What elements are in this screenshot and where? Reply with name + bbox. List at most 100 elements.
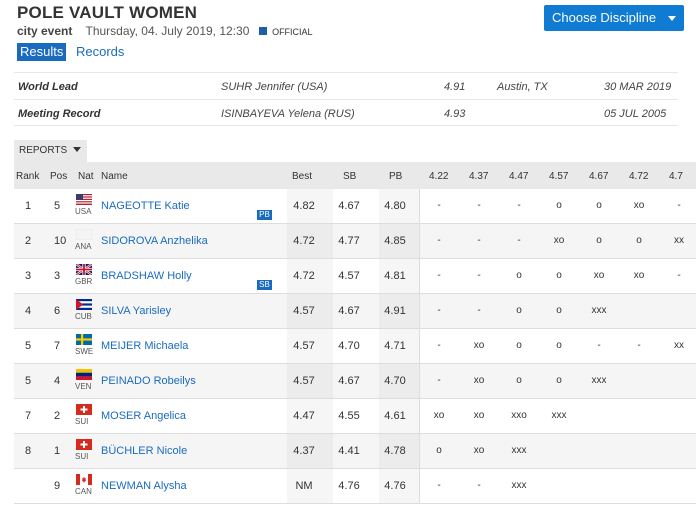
flag-swe-icon [76,334,92,345]
cell-pb: 4.78 [384,445,406,457]
table-row[interactable]: 1 5 USA NAGEOTTE Katie PB 4.82 4.67 4.80 - - - o o xo… [14,189,696,224]
table-row[interactable]: 5 4 VEN PEINADO Robeilys 4.57 4.67 4.70 - xo o o xx… [14,364,696,399]
cell-attempt: o [636,235,642,246]
athlete-name-link[interactable]: MOSER Angelica [101,410,186,422]
table-header: Rank Pos Nat Name Best SB PB 4.22 4.37 4… [14,162,696,189]
cell-attempt: o [436,445,442,456]
cell-rank: 2 [25,235,32,247]
cell-attempt: o [556,375,562,386]
col-name[interactable]: Name [101,171,128,182]
cell-rank: 5 [25,375,32,387]
cell-attempt: xo [633,200,645,211]
cell-rank: 5 [25,340,32,352]
cell-attempt: - [477,270,481,281]
cell-best: 4.72 [293,270,315,282]
athlete-name-link[interactable]: MEIJER Michaela [101,340,189,352]
lead-date: 30 MAR 2019 [604,81,672,93]
cell-attempt: - [477,480,481,491]
cell-pos: 10 [54,235,67,247]
cell-attempt: xo [473,410,485,421]
athlete-name-link[interactable]: NEWMAN Alysha [101,480,187,492]
cell-best: NM [295,480,313,492]
cell-sb: 4.55 [338,410,360,422]
cell-nat: SUI [75,452,89,461]
cell-rank: 7 [25,410,32,422]
column-divider [419,434,420,468]
column-divider [419,224,420,258]
cell-pos: 2 [54,410,61,422]
cell-pb: 4.71 [384,340,406,352]
col-height: 4.37 [469,171,489,182]
cell-attempt: - [477,305,481,316]
cell-attempt: - [637,340,641,351]
column-divider [419,399,420,433]
cell-rank: 4 [25,305,32,317]
tab-records[interactable]: Records [76,44,125,59]
cell-rank: 1 [25,200,32,212]
leads-table: World Lead SUHR Jennifer (USA) 4.91 Aust… [14,72,678,126]
cell-pb: 4.85 [384,235,406,247]
cell-pb: 4.76 [384,480,406,492]
col-pos[interactable]: Pos [50,171,68,182]
col-best[interactable]: Best [292,171,313,182]
lead-row: World Lead SUHR Jennifer (USA) 4.91 Aust… [14,72,678,99]
flag-sui-icon [76,404,92,415]
table-row[interactable]: 5 7 SWE MEIJER Michaela 4.57 4.70 4.71 - xo o o - - x… [14,329,696,364]
cell-attempt: - [597,340,601,351]
choose-discipline-label: Choose Discipline [552,10,657,25]
flag-sui-icon [76,439,92,450]
flag-gbr-icon [75,263,93,276]
choose-discipline-button[interactable]: Choose Discipline [544,5,684,31]
table-row[interactable]: 2 10 ANA SIDOROVA Anzhelika 4.72 4.77 4.85 - - - x… [14,224,696,259]
cell-attempt: xo [473,445,485,456]
flag-ana-icon [75,228,93,241]
cell-attempt: xxx [591,305,607,316]
results-table: Rank Pos Nat Name Best SB PB 4.22 4.37 4… [14,162,696,504]
cell-best: 4.57 [293,305,315,317]
col-pb[interactable]: PB [389,171,403,182]
column-divider [419,364,420,398]
cell-best: 4.47 [293,410,315,422]
cell-attempt: - [517,200,521,211]
cell-pos: 9 [54,480,61,492]
cell-attempt: o [556,305,562,316]
flag-usa-icon [76,194,92,205]
cell-nat: CUB [75,312,92,321]
cell-attempt: - [517,235,521,246]
col-sb[interactable]: SB [343,171,357,182]
athlete-name-link[interactable]: NAGEOTTE Katie [101,200,190,212]
table-row[interactable]: 7 2 SUI MOSER Angelica 4.47 4.55 4.61 xo xo xxo xx… [14,399,696,434]
cell-attempt: o [516,270,522,281]
athlete-name-link[interactable]: BRADSHAW Holly [101,270,192,282]
cell-pos: 4 [54,375,61,387]
cell-pos: 7 [54,340,61,352]
table-row[interactable]: 8 1 SUI BÜCHLER Nicole 4.37 4.41 4.78 o xo xxx [14,434,696,469]
column-divider [419,259,420,293]
cell-sb: 4.41 [338,445,360,457]
athlete-name-link[interactable]: BÜCHLER Nicole [101,445,188,457]
record-badge: SB [257,280,272,290]
athlete-name-link[interactable]: SIDOROVA Anzhelika [101,235,208,247]
col-nat[interactable]: Nat [78,171,94,182]
cell-best: 4.82 [293,200,315,212]
cell-attempt: xo [473,375,485,386]
flag-ven-icon [76,369,92,380]
tab-results[interactable]: Results [17,43,67,61]
table-row[interactable]: 9 CAN NEWMAN Alysha NM 4.76 4.76 - - xxx [14,469,696,504]
cell-sb: 4.67 [338,305,360,317]
cell-sb: 4.77 [338,235,360,247]
cell-pb: 4.61 [384,410,406,422]
cell-attempt: - [437,375,441,386]
athlete-name-link[interactable]: SILVA Yarisley [101,305,172,317]
reports-dropdown[interactable]: REPORTS [14,140,87,162]
col-rank[interactable]: Rank [16,171,40,182]
table-row[interactable]: 4 6 CUB SILVA Yarisley 4.57 4.67 4.91 - - o o xxx [14,294,696,329]
cell-attempt: xx [674,340,684,351]
official-icon [258,27,267,35]
athlete-name-link[interactable]: PEINADO Robeilys [101,375,196,387]
cell-attempt: xxx [551,410,567,421]
table-row[interactable]: 3 3 GBR BRADSHAW Holly SB 4.72 4.57 4.81 - - o o xo x… [14,259,696,294]
flag-cub-icon [76,299,92,310]
cell-best: 4.72 [293,235,315,247]
cell-attempt: o [516,375,522,386]
